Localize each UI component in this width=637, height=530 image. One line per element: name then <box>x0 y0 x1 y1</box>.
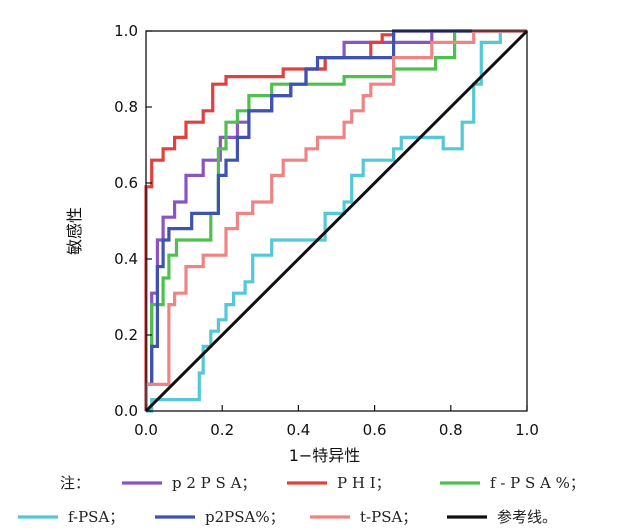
plot-area <box>144 29 529 413</box>
y-tick-label: 0.6 <box>114 174 138 192</box>
x-tick-label: 1.0 <box>515 421 539 439</box>
y-axis-title: 敏感性 <box>65 207 84 255</box>
x-axis-title: 1−特异性 <box>289 446 361 465</box>
y-tick-label: 0.0 <box>114 402 138 420</box>
legend-label: t-PSA； <box>360 508 417 526</box>
plot-frame <box>145 30 528 412</box>
legend-label: 参考线。 <box>497 508 557 526</box>
x-tick-label: 0.8 <box>439 421 463 439</box>
y-tick-label: 1.0 <box>114 22 138 40</box>
y-tick-label: 0.4 <box>114 250 138 268</box>
legend-label: f - P S A %； <box>490 474 585 492</box>
axes: 0.0 0.2 0.4 0.6 0.8 1.0 0.0 0.2 0.4 0.6 0.8 1.0 1−特异… <box>65 22 539 465</box>
y-tick-label: 0.8 <box>114 98 138 116</box>
x-tick-label: 0.4 <box>286 421 310 439</box>
legend-label: p 2 P S A； <box>172 474 256 492</box>
series-line-phi <box>144 29 527 411</box>
x-tick-label: 0.0 <box>134 421 158 439</box>
legend-label: p2PSA%； <box>205 508 285 526</box>
legend-label: P H I； <box>337 474 391 492</box>
series-line-p2psa-pct <box>144 29 527 411</box>
series-line-t-psa <box>144 29 527 411</box>
x-tick-label: 0.2 <box>210 421 234 439</box>
x-tick-label: 0.6 <box>363 421 387 439</box>
y-tick-label: 0.2 <box>114 326 138 344</box>
series-line-f-psa <box>146 29 527 413</box>
legend-prefix: 注： <box>60 474 90 492</box>
legend: 注： p 2 P S A； P H I； f - P S A %； f-PSA； p2PS… <box>18 474 585 526</box>
series-line-reference <box>144 29 529 413</box>
legend-label: f-PSA； <box>68 508 124 526</box>
